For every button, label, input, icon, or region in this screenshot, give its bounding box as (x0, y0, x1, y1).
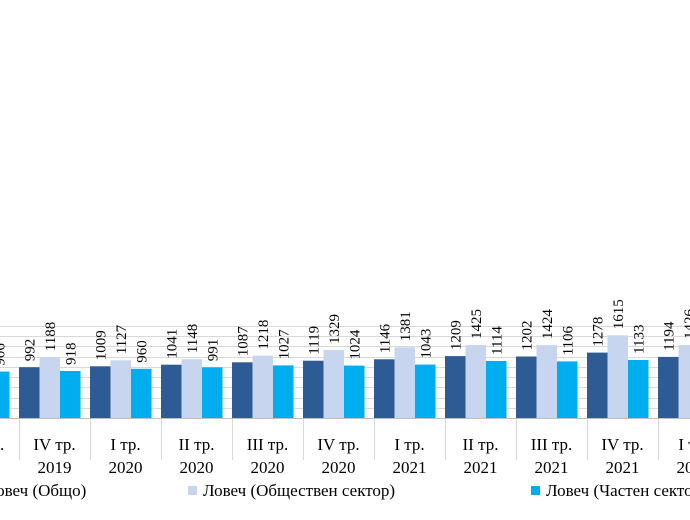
x-tick-label: I тр. (394, 435, 424, 454)
data-label: 1114 (489, 326, 505, 355)
data-label: 1278 (590, 317, 606, 347)
x-tick-label: III тр. (531, 435, 573, 454)
legend-swatch-private (531, 486, 540, 495)
x-tick-label: 2021 (464, 458, 498, 477)
data-label: 1188 (43, 322, 59, 351)
bar (374, 359, 395, 418)
x-tick-label: 2021 (393, 458, 427, 477)
legend-item-total: Ловеч (Общо) (0, 481, 86, 501)
data-label: 1425 (469, 309, 485, 339)
data-label: 1119 (306, 326, 322, 355)
x-tick-label: IV тр. (317, 435, 359, 454)
x-tick-label: 2020 (109, 458, 143, 477)
x-tick-label: IV тр. (33, 435, 75, 454)
legend-item-private: Ловеч (Частен сектор) (531, 481, 690, 501)
x-tick-label: II тр. (179, 435, 215, 454)
x-tick-label: 2020 (251, 458, 285, 477)
data-label: 1148 (185, 324, 201, 353)
x-tick-label: 2020 (180, 458, 214, 477)
legend-swatch-public (188, 486, 197, 495)
bar (131, 368, 152, 418)
data-label: 1041 (164, 329, 180, 359)
bar (90, 366, 111, 418)
bar (344, 365, 365, 418)
bar (486, 361, 507, 418)
data-label: 1087 (235, 326, 251, 357)
bar (394, 347, 415, 418)
legend-item-public: Ловеч (Обществен сектор) (188, 481, 395, 501)
data-label: 1381 (398, 311, 414, 341)
x-tick-label: 2019 (38, 458, 72, 477)
bar (536, 345, 557, 418)
bar (415, 364, 436, 418)
x-tick-label: 2020 (322, 458, 356, 477)
data-label: 1209 (448, 320, 464, 350)
bar (39, 357, 60, 418)
bar (110, 360, 131, 418)
data-label: 1146 (377, 323, 393, 353)
x-tick-label: 2022 (677, 458, 690, 477)
data-label: 1426 (682, 309, 690, 340)
legend-label-total: Ловеч (Общо) (0, 481, 87, 500)
data-label: 991 (205, 339, 221, 362)
data-label: 1027 (276, 329, 292, 360)
bar (232, 362, 253, 418)
bar (678, 345, 690, 418)
bar (557, 361, 578, 418)
data-label: 1133 (631, 325, 647, 354)
x-tick-label: I тр. (110, 435, 140, 454)
legend: Ловеч (Общо) Ловеч (Обществен сектор) Ло… (0, 478, 690, 506)
x-tick-label: I тр. (678, 435, 690, 454)
data-label: 1106 (560, 325, 576, 355)
data-label: 1009 (93, 330, 109, 360)
bar (60, 371, 81, 418)
x-tick-label: III тр. (247, 435, 289, 454)
data-label: 1043 (418, 329, 434, 359)
legend-label-private: Ловеч (Частен сектор) (546, 481, 690, 500)
bar (516, 356, 537, 418)
bar (202, 367, 223, 418)
bar (658, 356, 679, 418)
data-label: 1424 (540, 309, 556, 340)
bar (628, 360, 649, 418)
data-label: 1202 (519, 321, 535, 351)
x-tick-label: 2021 (535, 458, 569, 477)
data-label: 1615 (611, 299, 627, 329)
legend-label-public: Ловеч (Обществен сектор) (203, 481, 396, 500)
bar (607, 335, 628, 418)
bar (19, 367, 40, 418)
bar (273, 365, 294, 418)
x-tick-label: IV тр. (601, 435, 643, 454)
bar (465, 345, 486, 418)
bar (323, 350, 344, 418)
data-label: 1194 (661, 321, 677, 351)
data-label: 918 (63, 343, 79, 366)
bar (0, 371, 10, 418)
bar (445, 356, 466, 418)
data-label: 1024 (347, 329, 363, 360)
bar (161, 364, 182, 418)
x-tick-label: III тр. (0, 435, 4, 454)
bar (181, 359, 202, 418)
data-label: 1329 (327, 314, 343, 344)
data-label: 960 (134, 340, 150, 363)
x-tick-label: II тр. (463, 435, 499, 454)
data-label: 906 (0, 343, 8, 366)
data-label: 992 (22, 339, 38, 362)
data-label: 1127 (114, 324, 130, 354)
x-tick-label: 2021 (606, 458, 640, 477)
bar (252, 355, 273, 418)
x-tick-label: 2019 (0, 458, 1, 477)
bar (303, 360, 324, 418)
bar (587, 352, 608, 418)
data-label: 1218 (256, 320, 272, 350)
